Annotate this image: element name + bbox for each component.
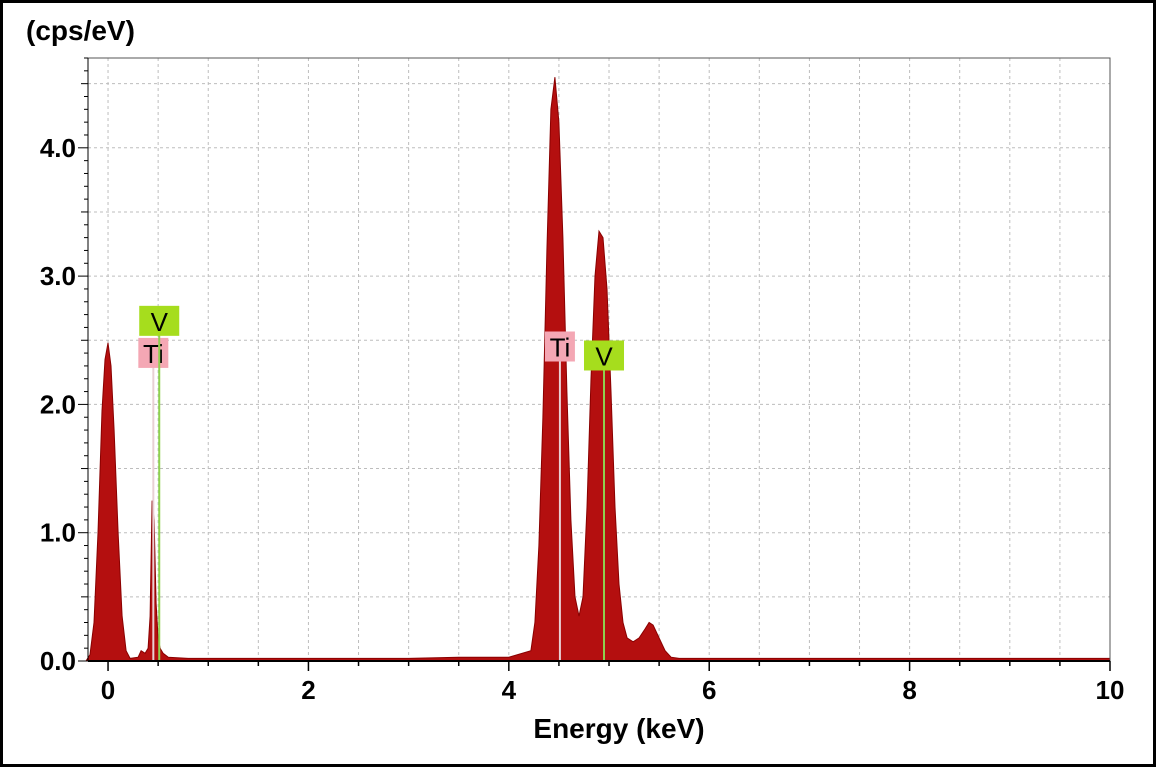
y-tick-label: 0.0 bbox=[40, 646, 76, 676]
y-tick-label: 2.0 bbox=[40, 389, 76, 419]
element-label-ti: Ti bbox=[143, 339, 164, 369]
x-tick-label: 6 bbox=[702, 675, 716, 705]
element-label-v: V bbox=[151, 307, 169, 337]
element-label-box-ti bbox=[544, 331, 575, 362]
element-label-ti: Ti bbox=[550, 333, 571, 363]
x-tick-label: 2 bbox=[301, 675, 315, 705]
x-tick-label: 8 bbox=[902, 675, 916, 705]
y-tick-label: 3.0 bbox=[40, 261, 76, 291]
y-tick-labels: 0.0 1.0 2.0 3.0 4.0 bbox=[40, 133, 76, 676]
x-tick-label: 0 bbox=[101, 675, 115, 705]
y-tick-label: 1.0 bbox=[40, 518, 76, 548]
x-tick-labels: 0 2 4 6 8 10 bbox=[101, 675, 1125, 705]
element-label-box-ti bbox=[138, 337, 169, 368]
element-label-box-v bbox=[139, 305, 180, 336]
y-tick-label: 4.0 bbox=[40, 133, 76, 163]
x-tick-label: 4 bbox=[502, 675, 517, 705]
element-label-box-v bbox=[584, 340, 625, 371]
x-axis-title: Energy (keV) bbox=[533, 713, 704, 744]
element-label-v: V bbox=[595, 341, 613, 371]
x-tick-label: 10 bbox=[1096, 675, 1125, 705]
y-axis-title: (cps/eV) bbox=[26, 15, 135, 46]
axes bbox=[78, 57, 1111, 671]
